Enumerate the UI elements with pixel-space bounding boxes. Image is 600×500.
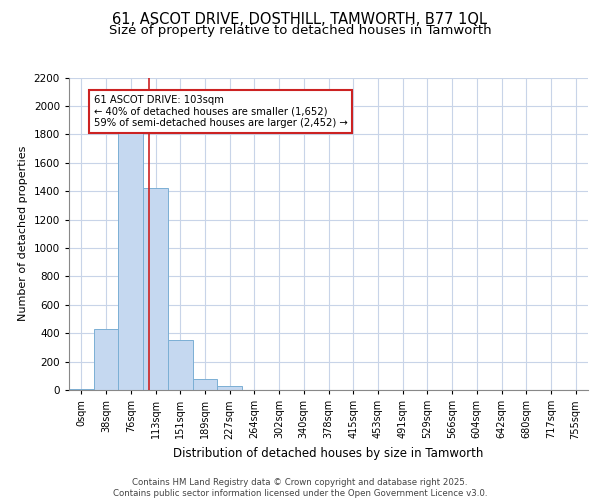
Bar bbox=[143, 188, 168, 390]
Text: 61 ASCOT DRIVE: 103sqm
← 40% of detached houses are smaller (1,652)
59% of semi-: 61 ASCOT DRIVE: 103sqm ← 40% of detached… bbox=[94, 94, 347, 128]
Bar bbox=[193, 380, 217, 390]
Bar bbox=[217, 386, 242, 390]
Y-axis label: Number of detached properties: Number of detached properties bbox=[18, 146, 28, 322]
Bar bbox=[118, 130, 143, 390]
Text: Size of property relative to detached houses in Tamworth: Size of property relative to detached ho… bbox=[109, 24, 491, 37]
Bar bbox=[69, 388, 94, 390]
Bar bbox=[168, 340, 193, 390]
X-axis label: Distribution of detached houses by size in Tamworth: Distribution of detached houses by size … bbox=[173, 447, 484, 460]
Text: 61, ASCOT DRIVE, DOSTHILL, TAMWORTH, B77 1QL: 61, ASCOT DRIVE, DOSTHILL, TAMWORTH, B77… bbox=[113, 12, 487, 28]
Bar bbox=[94, 329, 118, 390]
Text: Contains HM Land Registry data © Crown copyright and database right 2025.
Contai: Contains HM Land Registry data © Crown c… bbox=[113, 478, 487, 498]
